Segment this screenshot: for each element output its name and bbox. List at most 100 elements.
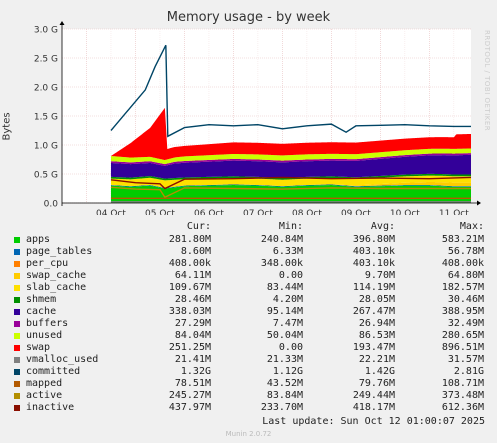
legend-avg: 418.17M xyxy=(352,402,395,413)
legend-cur: 28.46M xyxy=(174,294,211,305)
legend-max: 182.57M xyxy=(441,282,484,293)
area-buffers xyxy=(110,153,471,166)
legend-name: inactive xyxy=(26,402,75,413)
y-tick-label: 1.5 G xyxy=(34,113,58,123)
legend-max: 108.71M xyxy=(441,378,484,389)
legend-avg: 22.21M xyxy=(358,354,395,365)
legend-header-row: Cur: Min: Avg: Max: xyxy=(12,221,492,234)
y-tick-label: 2.5 G xyxy=(34,55,58,65)
legend-row: buffers 27.29M 7.47M 26.94M 32.49M xyxy=(12,318,492,330)
legend-swatch xyxy=(14,333,20,339)
legend-row: mapped 78.51M 43.52M 79.76M 108.71M xyxy=(12,378,492,390)
line-committed xyxy=(110,44,471,138)
legend-name: unused xyxy=(26,330,63,341)
legend-min: 83.44M xyxy=(266,282,303,293)
legend-max: 2.81G xyxy=(453,366,484,377)
x-tick-label: 04 Oct xyxy=(96,209,126,215)
legend-min: 0.00 xyxy=(278,270,303,281)
legend-min: 50.04M xyxy=(266,330,303,341)
legend-cur: 109.67M xyxy=(168,282,211,293)
legend-name: committed xyxy=(26,366,81,377)
legend-name: vmalloc_used xyxy=(26,354,99,365)
area-unused xyxy=(110,148,471,165)
legend-row: committed 1.32G 1.12G 1.42G 2.81G xyxy=(12,366,492,378)
header-cur: Cur: xyxy=(186,221,211,232)
x-tick-label: 10 Oct xyxy=(390,209,420,215)
legend-avg: 267.47M xyxy=(352,306,395,317)
legend-name: shmem xyxy=(26,294,57,305)
legend-swatch xyxy=(14,321,20,327)
legend-avg: 86.53M xyxy=(358,330,395,341)
legend-avg: 1.42G xyxy=(364,366,395,377)
y-tick-label: 0.0 xyxy=(44,200,59,210)
line-inactive xyxy=(110,176,472,190)
header-avg: Avg: xyxy=(370,221,395,232)
legend-swatch xyxy=(14,393,20,399)
legend-min: 233.70M xyxy=(260,402,303,413)
legend-avg: 9.70M xyxy=(364,270,395,281)
legend-avg: 193.47M xyxy=(352,342,395,353)
x-tick-label: 07 Oct xyxy=(243,209,273,215)
legend-avg: 79.76M xyxy=(358,378,395,389)
legend-swatch xyxy=(14,309,20,315)
x-tick-label: 08 Oct xyxy=(292,209,322,215)
legend-max: 896.51M xyxy=(441,342,484,353)
legend-max: 32.49M xyxy=(447,318,484,329)
x-tick-label: 09 Oct xyxy=(341,209,371,215)
legend-cur: 84.04M xyxy=(174,330,211,341)
legend-row: shmem 28.46M 4.20M 28.05M 30.46M xyxy=(12,294,492,306)
legend-row: swap_cache 64.11M 0.00 9.70M 64.80M xyxy=(12,270,492,282)
legend-min: 240.84M xyxy=(260,234,303,245)
legend-swatch xyxy=(14,405,20,411)
legend-avg: 249.44M xyxy=(352,390,395,401)
legend-min: 83.84M xyxy=(266,390,303,401)
legend-cur: 78.51M xyxy=(174,378,211,389)
legend-avg: 403.10k xyxy=(352,246,395,257)
y-tick-label: 2.0 G xyxy=(34,84,58,94)
legend-swatch xyxy=(14,369,20,375)
legend-swatch xyxy=(14,261,20,267)
legend-row: vmalloc_used 21.41M 21.33M 22.21M 31.57M xyxy=(12,354,492,366)
legend-name: apps xyxy=(26,234,51,245)
legend-name: buffers xyxy=(26,318,69,329)
legend-avg: 114.19M xyxy=(352,282,395,293)
y-axis-arrow xyxy=(59,21,65,25)
munin-version: Munin 2.0.72 xyxy=(225,430,272,438)
legend-max: 408.00k xyxy=(441,258,484,269)
legend-swatch xyxy=(14,357,20,363)
legend-cur: 1.32G xyxy=(180,366,211,377)
axes xyxy=(59,21,481,206)
legend-max: 56.78M xyxy=(447,246,484,257)
legend-avg: 403.10k xyxy=(352,258,395,269)
x-axis-arrow xyxy=(477,200,481,206)
legend-name: active xyxy=(26,390,63,401)
legend-row: per_cpu 408.00k 348.00k 403.10k 408.00k xyxy=(12,258,492,270)
legend-avg: 26.94M xyxy=(358,318,395,329)
last-update: Last update: Sun Oct 12 01:00:07 2025 xyxy=(262,416,485,427)
legend-swatch xyxy=(14,285,20,291)
legend-rows: apps 281.80M 240.84M 396.80M 583.21M page_tab… xyxy=(12,234,492,414)
legend-min: 348.00k xyxy=(260,258,303,269)
legend-row: inactive 437.97M 233.70M 418.17M 612.36M xyxy=(12,402,492,414)
legend-row: apps 281.80M 240.84M 396.80M 583.21M xyxy=(12,234,492,246)
x-tick-label: 06 Oct xyxy=(194,209,224,215)
area-swap xyxy=(110,107,471,161)
legend-row: unused 84.04M 50.04M 86.53M 280.65M xyxy=(12,330,492,342)
legend-row: swap 251.25M 0.00 193.47M 896.51M xyxy=(12,342,492,354)
chart-title: Memory usage - by week xyxy=(166,10,331,25)
legend-swatch xyxy=(14,297,20,303)
legend-max: 388.95M xyxy=(441,306,484,317)
legend-min: 21.33M xyxy=(266,354,303,365)
legend-swatch xyxy=(14,237,20,243)
legend-row: page_tables 8.60M 6.33M 403.10k 56.78M xyxy=(12,246,492,258)
legend-min: 1.12G xyxy=(272,366,303,377)
legend-cur: 338.03M xyxy=(168,306,211,317)
legend-max: 64.80M xyxy=(447,270,484,281)
legend-min: 95.14M xyxy=(266,306,303,317)
y-tick-label: 1.0 G xyxy=(34,142,58,152)
legend-name: swap xyxy=(26,342,51,353)
legend-table: Cur: Min: Avg: Max: apps 281.80M 240.84M 39… xyxy=(12,221,492,414)
legend-row: active 245.27M 83.84M 249.44M 373.48M xyxy=(12,390,492,402)
legend-name: mapped xyxy=(26,378,63,389)
